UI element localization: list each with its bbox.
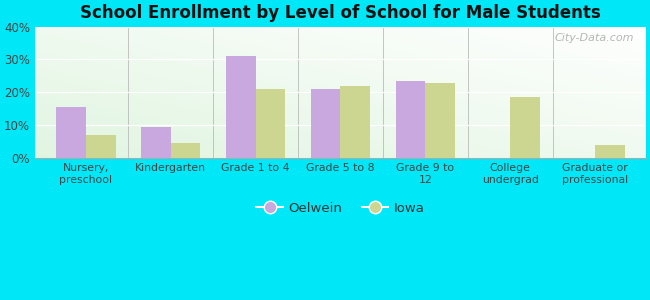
- Title: School Enrollment by Level of School for Male Students: School Enrollment by Level of School for…: [80, 4, 601, 22]
- Bar: [57, 107, 86, 158]
- Bar: [86, 135, 116, 158]
- Bar: [595, 145, 625, 158]
- Bar: [396, 81, 425, 158]
- Bar: [311, 89, 341, 158]
- Text: City-Data.com: City-Data.com: [554, 33, 634, 43]
- Bar: [171, 143, 200, 158]
- Bar: [226, 56, 255, 158]
- Bar: [341, 86, 370, 158]
- Bar: [255, 89, 285, 158]
- Bar: [425, 82, 455, 158]
- Bar: [510, 97, 540, 158]
- Bar: [141, 127, 171, 158]
- Legend: Oelwein, Iowa: Oelwein, Iowa: [251, 197, 430, 220]
